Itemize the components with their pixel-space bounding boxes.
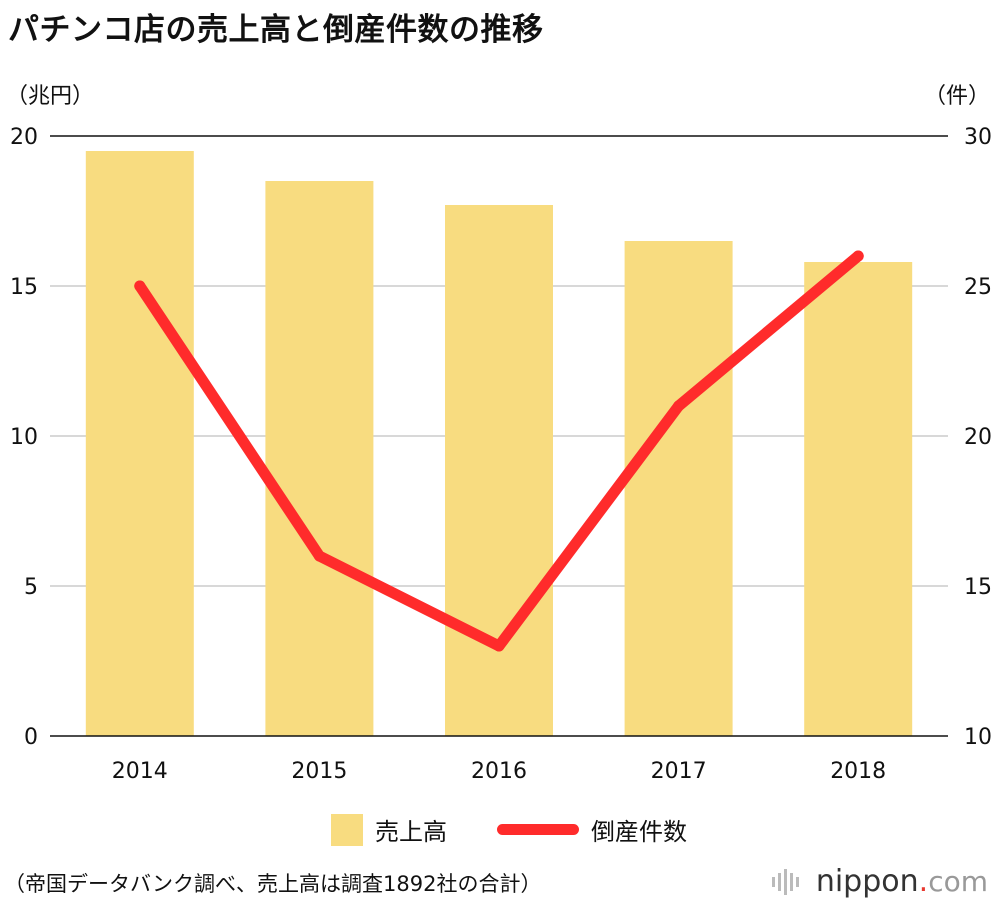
y-left-tick-label: 10: [10, 425, 38, 450]
right-axis-unit: （件）: [923, 84, 990, 109]
y-right-tick-label: 15: [964, 575, 992, 600]
left-axis-unit: （兆円）: [6, 84, 95, 109]
legend-bar-label: 売上高: [375, 818, 447, 846]
line-point: [852, 250, 864, 262]
legend-bar-swatch: [331, 813, 363, 846]
y-left-tick-label: 15: [10, 275, 38, 300]
line-point: [673, 400, 685, 412]
chart-title: パチンコ店の売上高と倒産件数の推移: [8, 12, 544, 48]
x-tick-label: 2018: [830, 759, 886, 784]
line-point: [493, 640, 505, 652]
y-left-tick-label: 20: [10, 125, 38, 150]
legend-item-line: 倒産件数: [497, 812, 687, 847]
x-tick-label: 2014: [112, 759, 168, 784]
bar: [445, 205, 553, 736]
legend-item-bar: 売上高: [331, 812, 447, 847]
x-tick-label: 2017: [651, 759, 707, 784]
logo-tld: com: [928, 865, 988, 898]
source-note: （帝国データバンク調べ、売上高は調査1892社の合計）: [4, 872, 542, 896]
bar: [265, 181, 374, 736]
line-point: [313, 550, 325, 562]
x-tick-label: 2015: [291, 759, 347, 784]
y-left-tick-label: 0: [24, 725, 38, 750]
logo-dot: .: [918, 864, 929, 899]
y-right-tick-label: 25: [964, 275, 992, 300]
y-right-tick-label: 20: [964, 425, 992, 450]
logo-name: nippon: [815, 864, 919, 899]
y-right-tick-label: 30: [964, 125, 992, 150]
bar: [624, 241, 733, 736]
nippon-logo-mark-icon: [771, 868, 799, 895]
bar: [804, 262, 913, 736]
x-tick-label: 2016: [471, 759, 527, 784]
y-right-tick-label: 10: [964, 725, 992, 750]
nippon-logo: nippon. com: [770, 864, 988, 899]
bar: [85, 151, 194, 736]
legend-line-label: 倒産件数: [591, 818, 687, 846]
y-left-tick-label: 5: [24, 575, 38, 600]
legend-line-swatch: [497, 824, 579, 835]
line-point: [134, 280, 146, 292]
